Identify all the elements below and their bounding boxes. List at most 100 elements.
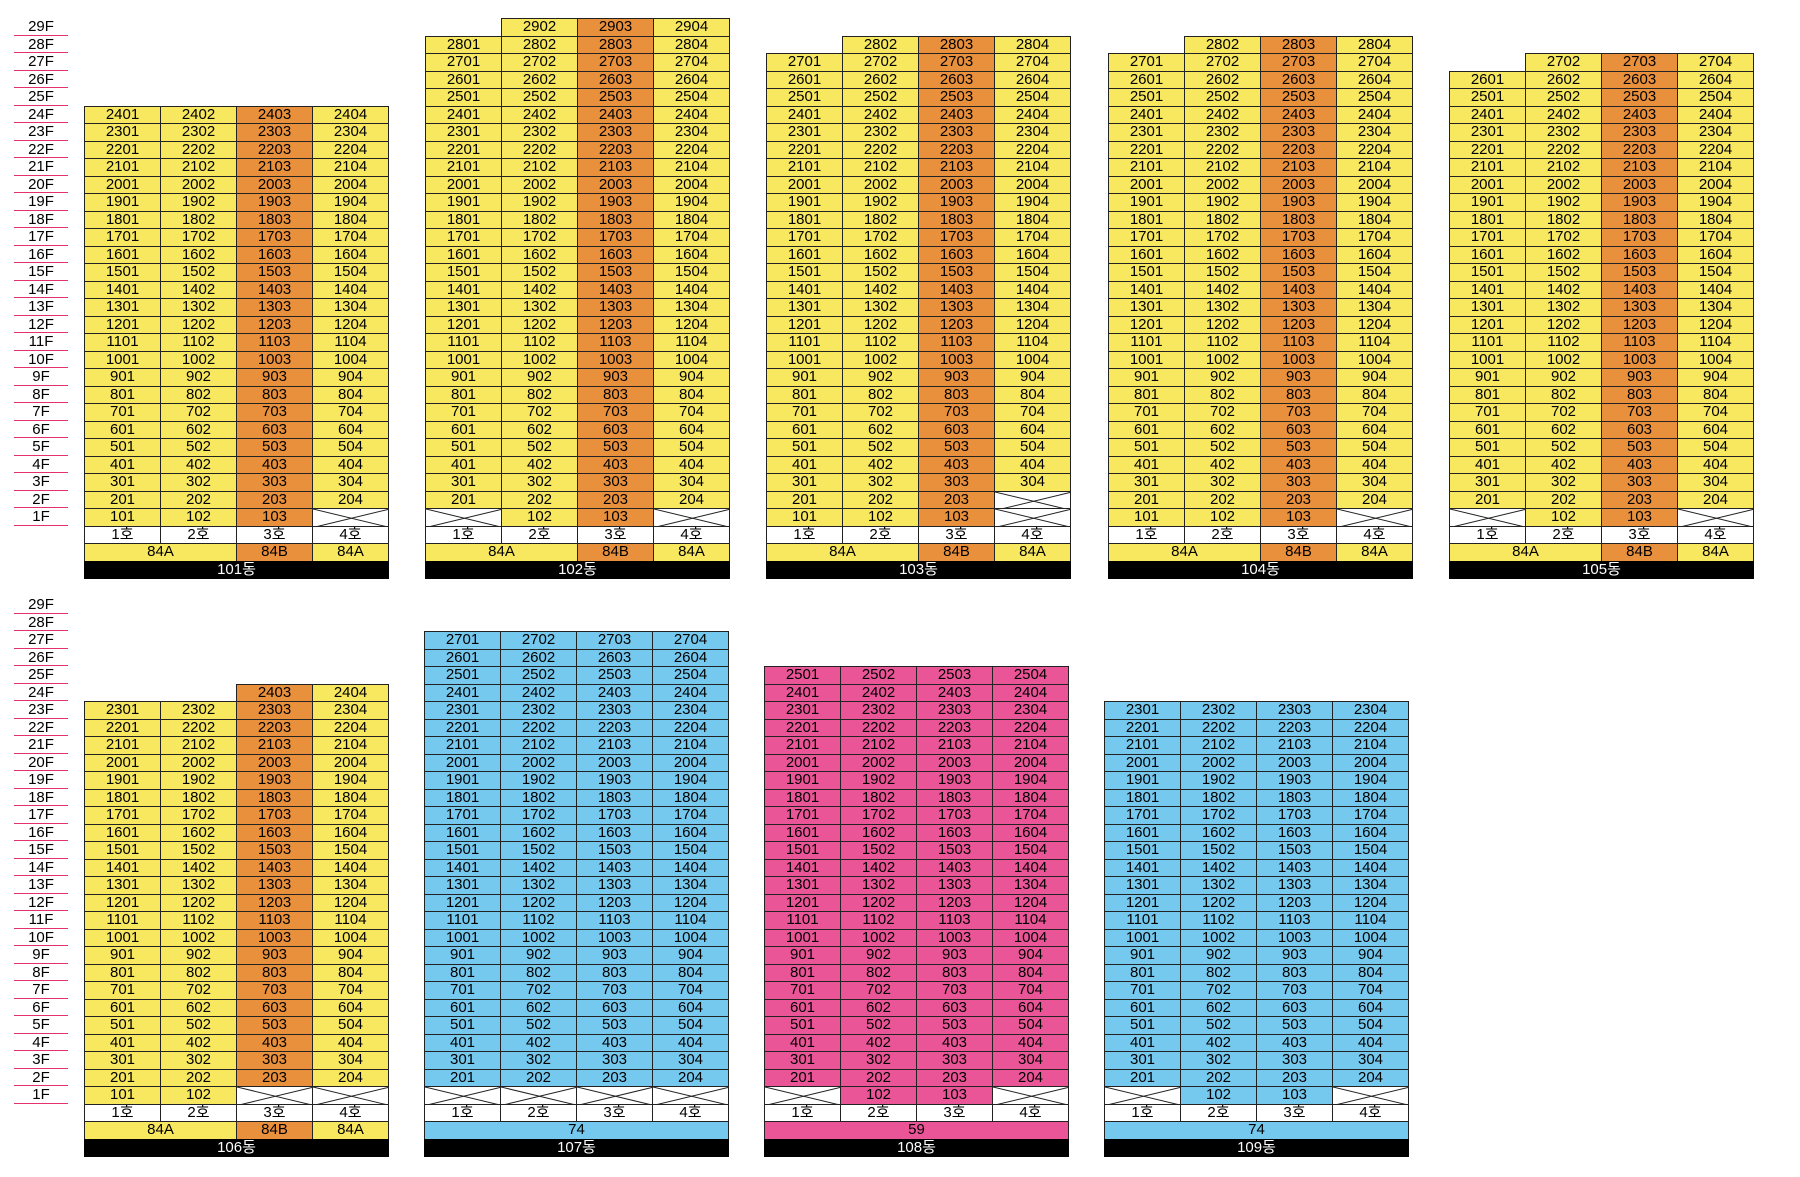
unit-cell: 404: [1336, 455, 1413, 474]
unit-cell: 2504: [992, 666, 1069, 685]
unit-cell: 1903: [236, 771, 313, 790]
ho-label: 2호: [160, 1103, 237, 1122]
unit-cell: 1704: [653, 228, 730, 247]
floor-label: 19F: [14, 193, 68, 211]
unit-cell: 2904: [653, 18, 730, 37]
unit-cell: 1604: [1336, 245, 1413, 264]
unit-cell: 2701: [766, 53, 843, 72]
unit-cell: 1304: [994, 298, 1071, 317]
unit-cell: 901: [1104, 946, 1181, 965]
unit-cell: 2304: [312, 701, 389, 720]
unit-cell: 1003: [236, 350, 313, 369]
unit-cell: 1701: [1104, 806, 1181, 825]
unit-type-bar: 84B: [236, 1121, 313, 1140]
unit-cell: 1101: [84, 911, 161, 930]
unit-cell: 1402: [840, 858, 917, 877]
unit-cell: 1702: [160, 228, 237, 247]
floor-label: 19F: [14, 771, 68, 789]
unit-cell: 1704: [652, 806, 729, 825]
unit-cell: 2201: [1104, 718, 1181, 737]
unit-cell: 1502: [1184, 263, 1261, 282]
unit-cell: 2802: [501, 35, 578, 54]
unit-cell: 2301: [1449, 123, 1526, 142]
unit-cell: 2402: [501, 105, 578, 124]
unit-cell: 1601: [1449, 245, 1526, 264]
unit-cell: 1301: [424, 876, 501, 895]
unit-cell: 2102: [1180, 736, 1257, 755]
unit-cell: 404: [1677, 455, 1754, 474]
unit-cell: 1904: [312, 771, 389, 790]
unit-cell: 1703: [1256, 806, 1333, 825]
unit-cell: 2102: [1525, 158, 1602, 177]
unit-cell: 2803: [918, 35, 995, 54]
unit-cell: 1401: [84, 858, 161, 877]
ho-label: 4호: [312, 1103, 389, 1122]
unit-cell: 1703: [577, 228, 654, 247]
unit-cell: 1904: [1336, 193, 1413, 212]
unit-cell: 2004: [992, 753, 1069, 772]
unit-cell: 1401: [1104, 858, 1181, 877]
unit-cell: 803: [236, 963, 313, 982]
unit-cell: 1202: [160, 893, 237, 912]
unit-cell: 801: [1108, 385, 1185, 404]
building-name: 109동: [1104, 1138, 1409, 1157]
unit-cell: 2303: [576, 701, 653, 720]
ho-label: 4호: [652, 1103, 729, 1122]
unit-cell: 1802: [1180, 788, 1257, 807]
unit-cell: 404: [652, 1033, 729, 1052]
unit-cell: 1902: [160, 193, 237, 212]
unit-cell: 1101: [84, 333, 161, 352]
unit-cell: 2101: [1104, 736, 1181, 755]
floor-label: 22F: [14, 719, 68, 736]
unit-cell: 2403: [916, 683, 993, 702]
unit-cell: 1401: [424, 858, 501, 877]
unit-cell: 301: [425, 473, 502, 492]
unit-cell: 704: [992, 981, 1069, 1000]
unit-cell: 1304: [652, 876, 729, 895]
unit-cell: 402: [840, 1033, 917, 1052]
unit-cell: 604: [1336, 420, 1413, 439]
unit-cell: 201: [1449, 490, 1526, 509]
unit-cell: 2401: [1108, 105, 1185, 124]
ho-label: 2호: [1525, 525, 1602, 544]
floor-label: 8F: [14, 386, 68, 403]
unit-cell: 2604: [653, 70, 730, 89]
unit-cell: 402: [1184, 455, 1261, 474]
unit-cell: 901: [764, 946, 841, 965]
unit-cell: 2204: [652, 718, 729, 737]
unit-cell: 901: [1449, 368, 1526, 387]
unit-cell: 2602: [500, 648, 577, 667]
floor-label: 23F: [14, 123, 68, 141]
unit-cell: 503: [1601, 438, 1678, 457]
unit-cell: 301: [424, 1051, 501, 1070]
unit-cell: 804: [1332, 963, 1409, 982]
unit-cell: 1101: [1449, 333, 1526, 352]
ho-label: 2호: [160, 525, 237, 544]
unit-cell: 2601: [424, 648, 501, 667]
unit-cell: 602: [1180, 998, 1257, 1017]
unit-cell: 403: [1256, 1033, 1333, 1052]
unit-cell: 1902: [1180, 771, 1257, 790]
unit-cell: 904: [994, 368, 1071, 387]
unit-cell: 602: [160, 998, 237, 1017]
unit-cell: 1804: [312, 210, 389, 229]
unit-cell: 201: [1104, 1068, 1181, 1087]
unit-cell: 701: [425, 403, 502, 422]
unit-cell: 203: [918, 490, 995, 509]
unit-cell: 1902: [501, 193, 578, 212]
unit-cell: 804: [312, 963, 389, 982]
unit-cell: 2503: [577, 88, 654, 107]
unit-cell: 1902: [1184, 193, 1261, 212]
unit-cell: 1801: [84, 210, 161, 229]
unit-cell: 1004: [1332, 928, 1409, 947]
unit-cell: 702: [1180, 981, 1257, 1000]
unit-cell: 601: [1108, 420, 1185, 439]
unit-cell: 2404: [992, 683, 1069, 702]
unit-cell: 1902: [842, 193, 919, 212]
unit-cell: 2303: [236, 701, 313, 720]
unit-cell: 1902: [500, 771, 577, 790]
unit-cell: 502: [500, 1016, 577, 1035]
unit-cell: 604: [652, 998, 729, 1017]
unit-cell: 1602: [160, 823, 237, 842]
unit-cell: 1403: [1256, 858, 1333, 877]
